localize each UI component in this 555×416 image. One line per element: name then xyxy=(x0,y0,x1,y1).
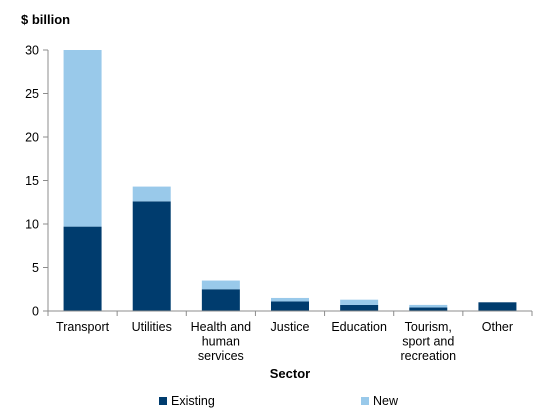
legend-label-existing: Existing xyxy=(171,394,215,408)
category-label-line: human xyxy=(202,335,240,349)
category-label: Health and human services xyxy=(191,320,252,363)
category-label-line: sport and xyxy=(402,335,454,349)
y-tick-label: 25 xyxy=(25,87,39,101)
category-label: Transport xyxy=(56,320,110,334)
legend: Existing New xyxy=(159,394,399,408)
y-tick-label: 15 xyxy=(25,174,39,188)
bars xyxy=(63,50,517,311)
bar-new-3 xyxy=(271,297,309,302)
bar-new-0 xyxy=(63,50,102,227)
category-label: Justice xyxy=(271,320,310,334)
category-label-line: Tourism, xyxy=(405,320,452,334)
category-label-line: services xyxy=(198,349,244,363)
y-tick-label: 20 xyxy=(25,131,39,145)
legend-swatch-existing xyxy=(159,397,167,405)
y-tick-label: 10 xyxy=(25,218,39,232)
bar-existing-0 xyxy=(63,226,102,311)
category-label-line: Other xyxy=(482,320,513,334)
category-label-line: Transport xyxy=(56,320,110,334)
bar-existing-5 xyxy=(409,307,448,311)
legend-swatch-new xyxy=(361,397,369,405)
bar-existing-4 xyxy=(340,304,379,311)
category-label: Utilities xyxy=(132,320,172,334)
category-label-line: Justice xyxy=(271,320,310,334)
y-axis-ticks: 0 5 10 15 20 25 30 xyxy=(25,44,48,319)
x-axis-category-labels: Transport Utilities Health and human service… xyxy=(56,320,513,363)
category-label-line: Utilities xyxy=(132,320,172,334)
bar-new-5 xyxy=(409,304,448,308)
x-axis-ticks xyxy=(47,311,533,316)
category-label-line: Health and xyxy=(191,320,252,334)
bar-new-1 xyxy=(132,186,171,202)
bar-new-2 xyxy=(201,280,240,290)
category-label-line: Education xyxy=(331,320,387,334)
bar-existing-1 xyxy=(132,201,171,311)
bar-existing-3 xyxy=(271,301,309,311)
category-label: Other xyxy=(482,320,513,334)
category-label: Tourism, sport and recreation xyxy=(400,320,456,363)
y-axis-title: $ billion xyxy=(21,12,70,27)
bar-existing-2 xyxy=(201,289,240,311)
category-label-line: recreation xyxy=(400,349,456,363)
legend-label-new: New xyxy=(373,394,399,408)
y-tick-label: 0 xyxy=(32,305,39,319)
y-tick-label: 5 xyxy=(32,261,39,275)
bar-new-4 xyxy=(340,299,379,305)
bar-existing-6 xyxy=(478,302,517,311)
category-label: Education xyxy=(331,320,387,334)
y-tick-label: 30 xyxy=(25,44,39,58)
x-axis-title: Sector xyxy=(270,366,310,381)
